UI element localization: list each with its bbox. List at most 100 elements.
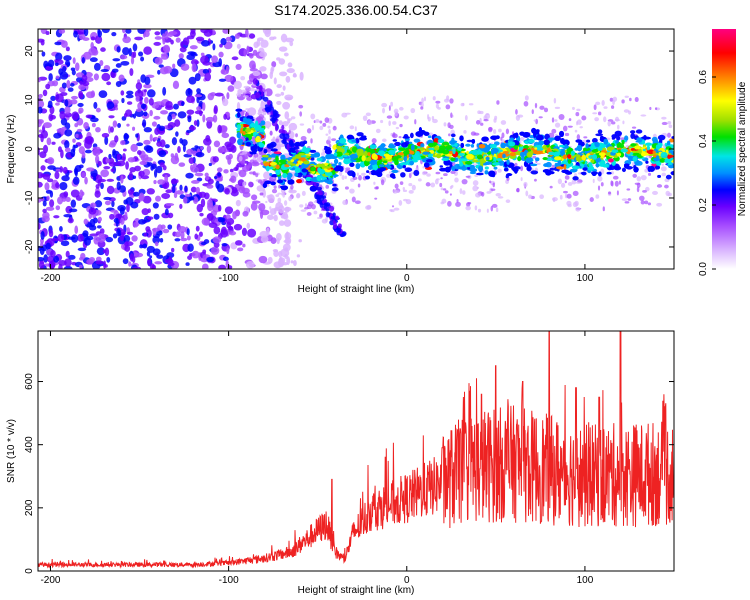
spectrogram-noise-cell (154, 31, 161, 36)
spectrogram-scatter-cell (574, 173, 577, 177)
spectrogram-noise-cell (202, 102, 206, 111)
spectrogram-trace-cell (366, 170, 370, 174)
spectrogram-scatter-cell (497, 168, 502, 173)
spectrogram-trace-cell (542, 169, 551, 173)
spectrogram-scatter-cell (367, 120, 373, 126)
spectrogram-scatter-cell (497, 196, 504, 199)
spectrogram-noise-cell (205, 116, 215, 122)
spectrogram-trace-cell (451, 166, 456, 171)
spectrogram-trace-cell (502, 151, 509, 154)
spectrogram-noise-cell (110, 126, 114, 133)
spectrogram-noise-cell (175, 37, 181, 43)
spectrogram-trace-cell (316, 174, 322, 182)
spectrogram-noise-cell (126, 123, 130, 127)
spectrogram-trace-cell (237, 111, 241, 118)
spectrogram-scatter-cell (600, 182, 604, 187)
spectrogram-noise-cell (46, 195, 50, 201)
spectrogram-noise-cell (122, 47, 130, 56)
spectrogram-noise-cell (143, 46, 153, 55)
snr-frame (37, 330, 675, 572)
spectrogram-trace-cell (526, 165, 532, 172)
spectrogram-noise-cell (283, 52, 289, 57)
snr-y-tick-label: 400 (24, 436, 35, 453)
spectrogram-noise-cell (299, 71, 304, 81)
spectrogram-trace-cell (401, 142, 409, 148)
spectrogram-scatter-cell (490, 205, 494, 212)
spectrogram-noise-cell (78, 107, 84, 114)
spectrogram-trace-cell (513, 144, 519, 150)
spectrogram-noise-cell (225, 155, 230, 160)
spectrogram-noise-cell (43, 254, 49, 263)
spectrogram-scatter-cell (410, 172, 415, 175)
spectrogram-noise-cell (69, 82, 75, 87)
spectrogram-scatter-cell (474, 174, 479, 177)
spectrogram-scatter-cell (327, 125, 331, 129)
spectrogram-noise-cell (100, 68, 109, 73)
spectrogram-trace-cell (497, 149, 503, 153)
spectrogram-noise-cell (205, 176, 209, 181)
spectrogram-scatter-cell (319, 120, 323, 124)
spectrogram-noise-cell (199, 212, 204, 217)
spectrogram-trace-cell (333, 152, 338, 157)
spectrogram-scatter-cell (661, 163, 665, 166)
spectrogram-noise-cell (49, 199, 55, 208)
spectrogram-scatter-cell (572, 190, 579, 197)
spectrogram-noise-cell (179, 184, 183, 191)
spectrogram-noise-cell (135, 95, 141, 102)
spectrogram-scatter-cell (571, 179, 577, 185)
spectrogram-noise-cell (204, 172, 209, 177)
spectrogram-trace-cell (535, 157, 540, 162)
spectrogram-scatter-cell (349, 125, 355, 130)
spectrogram-scatter-cell (450, 170, 456, 174)
spectrogram-scatter-cell (242, 150, 248, 155)
spectrogram-noise-cell (286, 256, 291, 266)
snr-y-tick-label: 200 (24, 499, 35, 516)
spectrogram-noise-cell (108, 153, 112, 159)
spectrogram-noise-cell (60, 40, 68, 48)
spectrogram-noise-cell (40, 134, 44, 143)
spectrogram-trace-cell (402, 136, 410, 139)
spectrogram-scatter-cell (560, 182, 566, 188)
spectrogram-noise-cell (220, 69, 225, 75)
spectrogram-scatter-cell (351, 196, 356, 203)
spectrogram-noise-cell (120, 175, 124, 184)
spectrogram-scatter-cell (437, 107, 441, 110)
spectrogram-trace-cell (630, 147, 636, 151)
spectrogram-noise-cell (213, 176, 218, 180)
spectrogram-noise-cell (75, 133, 79, 139)
spectrogram-noise-cell (250, 202, 258, 211)
spectrogram-noise-cell (211, 55, 219, 64)
spectrogram-scatter-cell (362, 115, 368, 122)
spectrogram-noise-cell (97, 29, 101, 36)
spectrogram-noise-cell (153, 41, 162, 46)
spectrogram-trace-cell (465, 153, 474, 160)
spectrogram-streak-cell (325, 208, 330, 212)
spectrogram-noise-cell (193, 120, 198, 126)
spectrogram-scatter-cell (269, 206, 272, 210)
spectrogram-noise-cell (41, 51, 46, 57)
spectrogram-scatter-cell (306, 128, 312, 134)
spectrogram-noise-cell (233, 80, 242, 90)
spectrogram-noise-cell (172, 63, 176, 69)
spectrogram-trace-cell (338, 162, 342, 166)
spectrogram-noise-cell (52, 80, 59, 87)
spectrogram-noise-cell (140, 103, 147, 110)
spectrogram-noise-cell (73, 30, 78, 38)
spectrogram-trace-cell (351, 146, 358, 153)
spectrogram-trace-cell (466, 139, 473, 143)
spectrogram-scatter-cell (344, 175, 347, 180)
spectrogram-trace-cell (565, 171, 573, 175)
spectrogram-noise-cell (222, 29, 230, 34)
spectrogram-scatter-cell (288, 196, 293, 202)
spectrogram-trace-cell (591, 137, 598, 144)
spectrogram-noise-cell (63, 265, 73, 269)
spectrogram-scatter-cell (642, 190, 647, 193)
spectrogram-noise-cell (93, 176, 97, 182)
spectrogram-noise-cell (101, 72, 111, 82)
spectrogram-noise-cell (221, 242, 228, 247)
spectrogram-scatter-cell (267, 126, 270, 130)
spectrogram-trace-cell (386, 165, 392, 169)
spectrogram-noise-cell (146, 188, 155, 195)
spectrogram-noise-cell (267, 256, 273, 264)
spectrogram-trace-cell (418, 130, 426, 135)
